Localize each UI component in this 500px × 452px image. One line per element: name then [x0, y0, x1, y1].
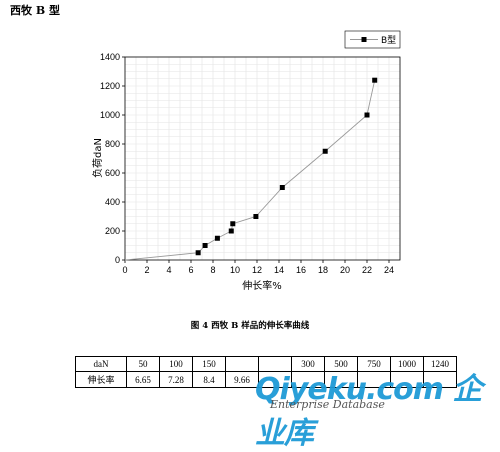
x-tick-label: 18 [318, 265, 328, 275]
table-cell: 8.4 [192, 371, 226, 388]
y-tick-label: 800 [105, 139, 120, 149]
y-axis-title: 负荷daN [91, 138, 104, 178]
table-cell: 7.28 [159, 371, 193, 388]
y-tick-label: 1000 [100, 110, 120, 120]
data-point [322, 148, 328, 154]
table-row: daN 50 100 150 300 500 750 1000 1240 [75, 356, 457, 372]
x-tick-label: 2 [144, 265, 149, 275]
watermark-subtitle: Enterprise Database [270, 398, 385, 411]
legend-label: B型 [381, 35, 396, 46]
y-tick-label: 400 [105, 197, 120, 207]
x-tick-label: 12 [252, 265, 262, 275]
y-tick-label: 0 [115, 255, 120, 265]
x-tick-label: 14 [274, 265, 284, 275]
table-cell [225, 356, 259, 372]
series-line [124, 80, 376, 261]
x-axis-ticks: 0 2 4 6 8 10 12 14 16 18 20 22 24 [122, 260, 394, 275]
data-point [202, 243, 208, 248]
x-tick-label: 6 [188, 265, 193, 275]
table-cell: 100 [159, 356, 193, 372]
data-point [364, 112, 370, 118]
x-axis-title: 伸长率% [242, 279, 282, 292]
table-cell: 50 [126, 356, 160, 372]
data-table: daN 50 100 150 300 500 750 1000 1240 伸长率 6.65 7.28 8… [75, 356, 457, 388]
y-tick-label: 200 [105, 226, 120, 236]
table-row-header: daN [75, 356, 127, 372]
plot-frame [124, 56, 401, 261]
data-point [195, 250, 201, 256]
data-point [253, 214, 259, 219]
table-row: 伸长率 6.65 7.28 8.4 9.66 [75, 371, 457, 388]
x-tick-label: 8 [210, 265, 215, 275]
data-point [230, 221, 236, 227]
figure-caption: 图 4 西牧 B 样品的伸长率曲线 [190, 321, 310, 331]
watermark: Qiyeku.com 企业库 Enterprise Database [255, 364, 495, 451]
load-elongation-chart: 0 2 4 6 8 10 12 14 16 18 20 22 24 020040060080010001… [91, 30, 401, 292]
table-cell [423, 371, 457, 388]
chart-grid [125, 57, 400, 260]
legend-marker [361, 37, 367, 42]
document-heading: 西牧 B 型 [10, 4, 60, 17]
x-tick-label: 0 [122, 265, 127, 275]
x-tick-label: 4 [166, 265, 171, 275]
legend: B型 [344, 30, 401, 49]
series-layer [124, 77, 378, 261]
data-point [228, 228, 234, 234]
y-axis-ticks: 0 200 400 600 800 1000 1200 1400 [100, 52, 125, 265]
x-tick-label: 10 [230, 265, 240, 275]
table-cell: 150 [192, 356, 226, 372]
x-tick-label: 20 [340, 265, 350, 275]
table-cell: 9.66 [225, 371, 259, 388]
data-point [214, 235, 220, 241]
y-tick-label: 1400 [100, 52, 120, 62]
x-tick-label: 16 [296, 265, 306, 275]
data-point [372, 77, 378, 83]
y-tick-label: 600 [105, 168, 120, 178]
data-point [279, 185, 285, 190]
x-tick-label: 24 [384, 265, 394, 275]
y-tick-label: 1200 [100, 81, 120, 91]
table-cell: 6.65 [126, 371, 160, 388]
table-row-header: 伸长率 [75, 371, 127, 388]
x-tick-label: 22 [362, 265, 372, 275]
